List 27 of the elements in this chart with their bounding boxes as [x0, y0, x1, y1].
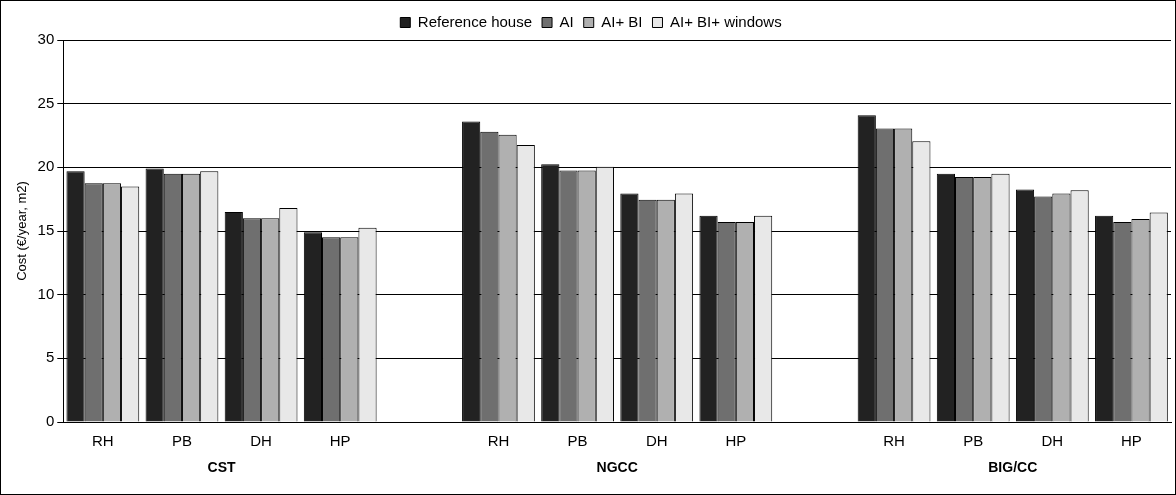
x-tick-label: RH: [487, 432, 510, 450]
x-tick-label: DH: [645, 432, 668, 450]
y-tick-label: 25: [37, 93, 55, 111]
text: CST: [207, 458, 236, 475]
x-tick-label: DH: [1041, 432, 1064, 450]
x-tick-label: RH: [92, 432, 114, 450]
y-axis-title: Cost (€/year, m2): [14, 181, 30, 281]
x-tick-label: HP: [725, 432, 747, 450]
x-tick-label: RH: [883, 432, 905, 450]
y-tick-label: 15: [37, 221, 55, 239]
y-tick-label: 5: [45, 348, 55, 366]
text: NGCC: [596, 458, 638, 475]
legend-label: AI: [559, 12, 574, 30]
y-tick-label: 0: [45, 412, 55, 430]
x-tick-label: HP: [1121, 432, 1142, 450]
legend-label: AI+ BI: [601, 12, 643, 30]
x-tick-label: PB: [171, 432, 192, 450]
legend-label: AI+ BI+ windows: [669, 12, 782, 30]
text: BIG/CC: [988, 458, 1038, 475]
x-tick-label: PB: [963, 432, 984, 450]
y-tick-label: 30: [37, 30, 55, 48]
x-tick-label: HP: [329, 432, 351, 450]
x-tick-label: PB: [567, 432, 588, 450]
legend-label: Reference house: [417, 12, 533, 30]
y-tick-label: 10: [37, 284, 55, 302]
y-tick-label: 20: [37, 157, 55, 175]
x-tick-label: DH: [250, 432, 272, 450]
